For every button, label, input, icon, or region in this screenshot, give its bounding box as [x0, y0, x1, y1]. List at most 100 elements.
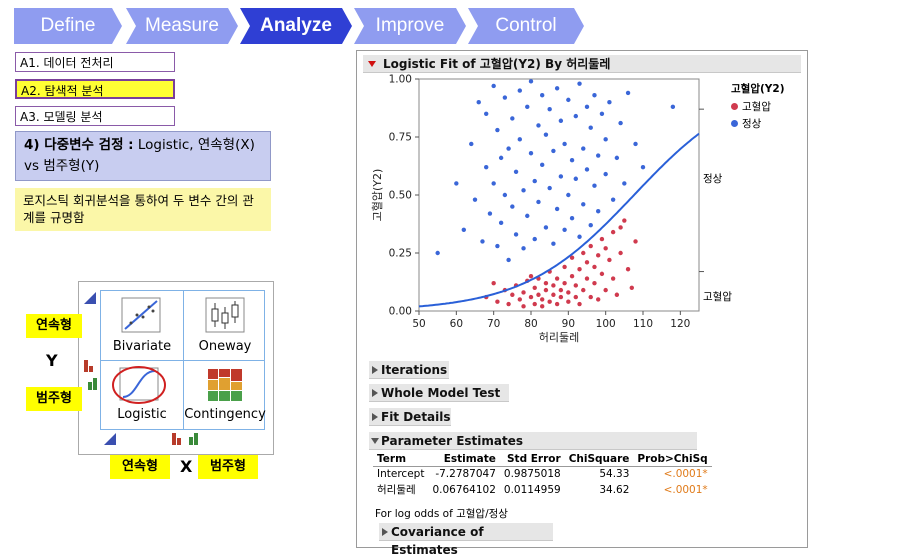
- data-point: [551, 241, 556, 246]
- x-tick-label: 60: [450, 318, 463, 330]
- data-point: [599, 271, 605, 277]
- disclosure-icon[interactable]: [382, 528, 388, 536]
- data-point: [454, 181, 459, 186]
- legend-item-normal: 정상: [731, 116, 785, 131]
- data-point: [521, 290, 526, 295]
- data-point: [610, 276, 616, 281]
- data-point: [592, 280, 597, 286]
- data-point: [618, 250, 623, 256]
- y-tick-label: 0.00: [389, 306, 412, 318]
- data-point: [622, 181, 627, 186]
- section-parameter-estimates[interactable]: Parameter Estimates: [369, 432, 697, 450]
- phase-define[interactable]: Define: [14, 8, 122, 44]
- disclosure-icon[interactable]: [372, 366, 378, 374]
- bivariate-cell[interactable]: Bivariate: [101, 291, 183, 360]
- y-axis-label: Y: [46, 351, 58, 370]
- table-footnote: For log odds of 고혈압/정상: [375, 508, 508, 520]
- data-point: [536, 123, 541, 128]
- data-point: [521, 304, 526, 309]
- data-point: [618, 225, 623, 230]
- data-point: [603, 171, 608, 177]
- data-point: [543, 287, 549, 293]
- data-point: [480, 239, 485, 244]
- data-point: [592, 264, 597, 270]
- data-point: [536, 199, 541, 205]
- data-point: [584, 276, 590, 281]
- data-point: [498, 155, 504, 161]
- section-iterations[interactable]: Iterations: [369, 361, 449, 379]
- section-fit-details[interactable]: Fit Details: [369, 408, 451, 426]
- data-point: [577, 81, 582, 86]
- data-point: [596, 297, 601, 302]
- x-categorical-label: 범주형: [198, 455, 258, 479]
- data-point: [573, 113, 578, 119]
- col-estimate: Estimate: [428, 452, 500, 467]
- data-point: [491, 280, 496, 286]
- red-triangle-icon[interactable]: [368, 61, 376, 67]
- data-point: [603, 137, 608, 142]
- y-tick-label: 0.75: [389, 132, 412, 144]
- disclosure-open-icon[interactable]: [371, 438, 379, 444]
- legend-dot-icon: [731, 103, 738, 110]
- x-continuous-label: 연속형: [110, 455, 170, 479]
- report-header[interactable]: Logistic Fit of 고혈압(Y2) By 허리둘레: [363, 55, 801, 73]
- data-point: [599, 111, 605, 116]
- oneway-label: Oneway: [198, 339, 252, 354]
- legend-item-hypertension: 고혈압: [731, 99, 785, 114]
- data-point: [502, 192, 508, 198]
- data-point: [554, 206, 560, 212]
- data-point: [569, 158, 575, 163]
- x-tick-label: 90: [562, 318, 575, 330]
- jmp-report-window: Logistic Fit of 고혈압(Y2) By 허리둘레 0.00 0.25…: [356, 50, 808, 557]
- data-point: [525, 104, 530, 110]
- section-covariance[interactable]: Covariance of Estimates: [379, 523, 553, 557]
- data-point: [506, 146, 511, 151]
- data-point: [517, 137, 522, 142]
- data-point: [592, 93, 597, 98]
- data-point: [547, 299, 552, 304]
- contingency-cell[interactable]: Contingency: [184, 361, 266, 430]
- step-a3[interactable]: A3. 모델링 분석: [15, 106, 175, 126]
- data-point: [581, 287, 586, 293]
- legend-dot-icon: [731, 120, 738, 127]
- oneway-cell[interactable]: Oneway: [184, 291, 266, 360]
- data-point: [506, 301, 511, 307]
- phase-measure[interactable]: Measure: [126, 8, 238, 44]
- data-point: [588, 243, 593, 249]
- data-point: [513, 232, 519, 237]
- data-point: [484, 164, 489, 170]
- phase-improve[interactable]: Improve: [354, 8, 466, 44]
- data-point: [610, 229, 616, 235]
- data-point: [640, 164, 646, 170]
- data-point: [614, 155, 620, 161]
- data-point: [558, 118, 564, 123]
- data-point: [584, 104, 590, 110]
- x-tick-label: 50: [412, 318, 425, 330]
- data-point: [502, 95, 508, 100]
- data-point: [588, 294, 593, 300]
- legend-title: 고혈압(Y2): [731, 83, 785, 95]
- step-a2[interactable]: A2. 탐색적 분석: [15, 79, 175, 99]
- logistic-cell[interactable]: Logistic: [101, 361, 183, 430]
- phase-control[interactable]: Control: [468, 8, 584, 44]
- phase-analyze[interactable]: Analyze: [240, 8, 352, 44]
- data-point: [495, 243, 500, 249]
- x-tick-label: 120: [670, 318, 690, 330]
- disclosure-icon[interactable]: [372, 389, 378, 397]
- continuous-triangle-icon: [104, 433, 116, 445]
- data-point: [569, 274, 575, 279]
- disclosure-icon[interactable]: [372, 413, 378, 421]
- data-point: [670, 104, 676, 110]
- x-axis-label: X: [180, 457, 193, 476]
- x-tick-label: 70: [487, 318, 500, 330]
- data-point: [577, 301, 582, 307]
- step-a1[interactable]: A1. 데이터 전처리: [15, 52, 175, 72]
- data-point: [536, 292, 541, 297]
- data-point: [607, 257, 612, 263]
- x-tick-label: 110: [633, 318, 653, 330]
- data-point: [532, 178, 537, 184]
- section-whole-model-test[interactable]: Whole Model Test: [369, 384, 509, 402]
- data-point: [540, 304, 545, 309]
- data-point: [596, 209, 601, 214]
- right-label-normal: 정상: [703, 173, 723, 185]
